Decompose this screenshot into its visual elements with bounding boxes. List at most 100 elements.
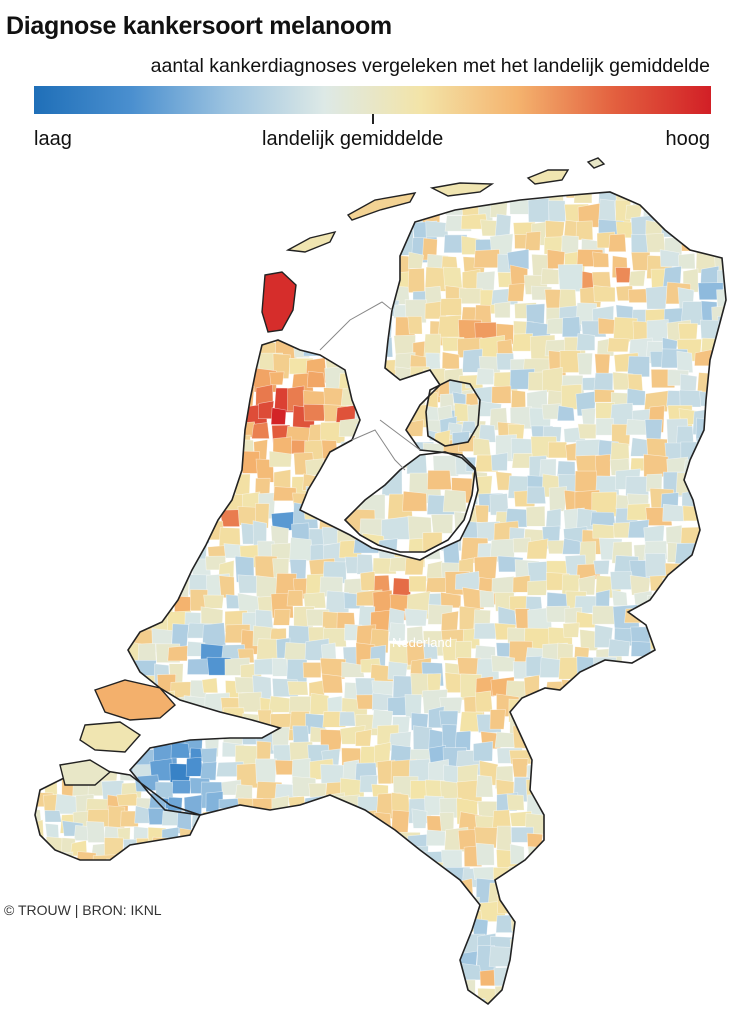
- municipality-region: [712, 192, 726, 204]
- municipality-region: [725, 946, 726, 973]
- municipality-region: [183, 355, 206, 378]
- municipality-region: [608, 812, 630, 830]
- municipality-region: [206, 372, 229, 391]
- municipality-region: [683, 833, 702, 855]
- municipality-region: [291, 219, 317, 239]
- municipality-region: [253, 195, 274, 221]
- municipality-region: [168, 404, 188, 425]
- municipality-region: [614, 792, 641, 815]
- municipality-region: [645, 861, 666, 884]
- municipality-region: [713, 710, 726, 728]
- municipality-region: [494, 985, 518, 1004]
- municipality-region: [692, 216, 710, 238]
- municipality-region: [185, 927, 212, 950]
- municipality-region: [135, 1002, 153, 1004]
- municipality-region: [276, 931, 302, 949]
- island-noord-beveland: [59, 759, 112, 786]
- municipality-region: [546, 911, 570, 938]
- municipality-region: [701, 527, 726, 550]
- municipality-region: [696, 797, 712, 816]
- municipality-region: [559, 877, 585, 896]
- municipality-region: [240, 284, 262, 307]
- municipality-region: [700, 845, 726, 860]
- municipality-region: [189, 240, 212, 260]
- municipality-region: [664, 762, 691, 786]
- municipality-region: [591, 834, 612, 854]
- municipality-region: [204, 896, 229, 917]
- municipality-region: [128, 357, 148, 382]
- municipality-region: [359, 571, 376, 591]
- municipality-region: [543, 695, 567, 718]
- municipality-region: [718, 559, 726, 585]
- municipality-region: [339, 948, 361, 970]
- municipality-region: [128, 968, 149, 991]
- municipality-region: [306, 880, 329, 898]
- municipality-region: [626, 842, 652, 869]
- source-credit: © TROUW | BRON: IKNL: [4, 902, 162, 918]
- municipality-region: [678, 932, 704, 956]
- municipality-region: [391, 386, 415, 410]
- municipality-region: [217, 248, 244, 269]
- municipality-region: [235, 868, 255, 888]
- municipality-region: [579, 791, 600, 809]
- municipality-region: [203, 284, 226, 301]
- municipality-region: [625, 476, 650, 500]
- municipality-region: [665, 646, 690, 668]
- municipality-region: [529, 713, 551, 742]
- municipality-region: [545, 508, 562, 530]
- municipality-region: [188, 454, 218, 474]
- municipality-region: [275, 253, 297, 274]
- municipality-region: [272, 983, 292, 1003]
- municipality-region: [132, 438, 159, 466]
- municipality-region: [442, 902, 459, 918]
- municipality-region: [268, 202, 290, 227]
- municipality-region: [356, 809, 377, 832]
- municipality-region: [339, 711, 356, 727]
- municipality-region: [729, 372, 734, 393]
- municipality-region: [358, 452, 385, 483]
- municipality-region: [207, 351, 234, 374]
- municipality-region: [441, 885, 458, 902]
- municipality-region: [541, 780, 560, 806]
- municipality-region: [286, 985, 313, 1004]
- municipality-region: [697, 776, 725, 793]
- municipality-region: [225, 938, 249, 957]
- municipality-region: [643, 741, 667, 760]
- municipality-region: [591, 981, 614, 1004]
- municipality-region: [648, 609, 665, 634]
- municipality-region: [153, 560, 176, 577]
- municipality-region: [185, 968, 210, 991]
- municipality-region: [253, 951, 276, 977]
- municipality-region: [576, 333, 596, 351]
- municipality-region: [341, 982, 362, 1002]
- municipality-region: [576, 779, 593, 807]
- municipality-region: [360, 927, 385, 956]
- municipality-region: [661, 590, 685, 613]
- municipality-region: [343, 341, 371, 368]
- municipality-region: [274, 969, 291, 987]
- municipality-region: [716, 289, 726, 311]
- municipality-region: [564, 828, 582, 848]
- municipality-region: [196, 843, 200, 860]
- municipality-region: [699, 764, 715, 782]
- municipality-region: [135, 526, 162, 553]
- municipality-region: [375, 374, 396, 393]
- municipality-region: [224, 964, 243, 983]
- municipality-region: [645, 285, 668, 310]
- municipality-region: [187, 402, 212, 422]
- municipality-region: [715, 830, 726, 851]
- municipality-region: [128, 1000, 145, 1004]
- municipality-region: [699, 391, 725, 407]
- municipality-region: [471, 471, 475, 498]
- municipality-region: [680, 232, 702, 252]
- municipality-region: [530, 729, 551, 750]
- municipality-region: [233, 915, 251, 938]
- municipality-region: [402, 490, 428, 512]
- municipality-region: [628, 270, 646, 287]
- municipality-region: [632, 741, 659, 763]
- municipality-region: [173, 898, 190, 919]
- municipality-region: [698, 826, 724, 843]
- municipality-region: [232, 265, 251, 290]
- municipality-region: [407, 267, 426, 293]
- island-terschelling: [346, 192, 417, 221]
